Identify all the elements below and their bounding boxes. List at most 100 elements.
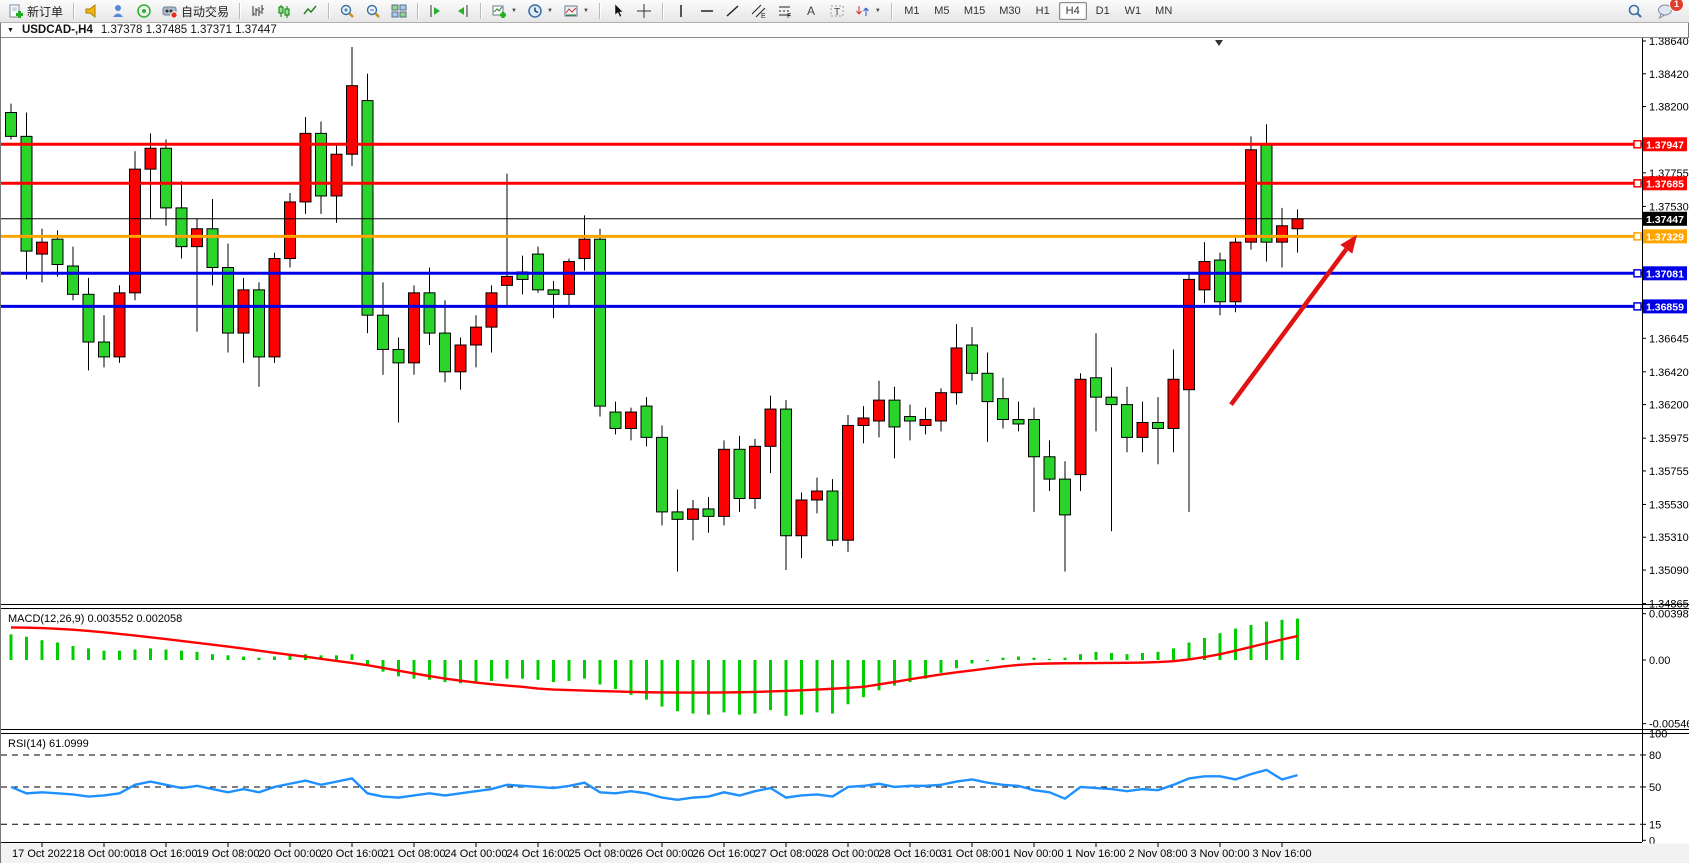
chevron-down-icon: ▼ xyxy=(511,8,517,14)
bar-chart-icon xyxy=(250,3,266,19)
price-chart-canvas[interactable]: 1.386401.384201.382001.377551.375301.366… xyxy=(1,38,1689,863)
svg-text:1.37685: 1.37685 xyxy=(1646,178,1684,190)
timeframe-w1[interactable]: W1 xyxy=(1119,2,1148,20)
line-chart-button[interactable] xyxy=(298,0,322,22)
tile-windows-icon xyxy=(391,3,407,19)
text-label-tool-button[interactable]: T xyxy=(825,0,849,22)
trendline-icon xyxy=(725,3,741,19)
svg-text:20 Oct 00:00: 20 Oct 00:00 xyxy=(259,848,322,860)
separator xyxy=(73,3,74,19)
candlestick-chart-button[interactable] xyxy=(272,0,296,22)
text-icon: A xyxy=(803,3,819,19)
auto-scroll-button[interactable] xyxy=(424,0,448,22)
bar-chart-button[interactable] xyxy=(246,0,270,22)
candlestick-icon xyxy=(276,3,292,19)
horizontal-line-tool-button[interactable] xyxy=(695,0,719,22)
svg-text:15: 15 xyxy=(1649,819,1661,831)
fibonacci-tool-button[interactable]: F xyxy=(773,0,797,22)
svg-text:50: 50 xyxy=(1649,782,1661,794)
svg-text:1 Nov 00:00: 1 Nov 00:00 xyxy=(1004,848,1063,860)
text-tool-button[interactable]: A xyxy=(799,0,823,22)
svg-text:2 Nov 08:00: 2 Nov 08:00 xyxy=(1128,848,1187,860)
timeframe-h4[interactable]: H4 xyxy=(1059,2,1087,20)
timeframe-m15[interactable]: M15 xyxy=(958,2,991,20)
svg-text:18 Oct 00:00: 18 Oct 00:00 xyxy=(73,848,136,860)
separator xyxy=(891,3,892,19)
window-menu-icon[interactable]: ▼ xyxy=(7,27,14,34)
svg-text:E: E xyxy=(761,13,766,19)
chart-shift-button[interactable] xyxy=(450,0,474,22)
svg-text:26 Oct 00:00: 26 Oct 00:00 xyxy=(631,848,694,860)
cursor-icon xyxy=(610,3,626,19)
svg-text:21 Oct 08:00: 21 Oct 08:00 xyxy=(383,848,446,860)
vertical-line-icon xyxy=(673,3,689,19)
zoom-in-button[interactable] xyxy=(335,0,359,22)
new-order-label: 新订单 xyxy=(27,3,63,20)
line-chart-icon xyxy=(302,3,318,19)
svg-text:27 Oct 08:00: 27 Oct 08:00 xyxy=(755,848,818,860)
search-button[interactable] xyxy=(1623,0,1647,22)
chart-titlebar[interactable]: ▼ USDCAD-,H4 1.37378 1.37485 1.37371 1.3… xyxy=(1,23,1688,38)
alerts-button[interactable] xyxy=(80,0,104,22)
timeframe-mn[interactable]: MN xyxy=(1149,2,1178,20)
svg-text:100: 100 xyxy=(1649,729,1667,741)
cursor-tool-button[interactable] xyxy=(606,0,630,22)
svg-text:1.36420: 1.36420 xyxy=(1649,367,1689,379)
metaeditor-button[interactable] xyxy=(106,0,130,22)
new-order-icon xyxy=(8,3,24,19)
svg-text:F: F xyxy=(787,13,791,19)
clock-icon xyxy=(527,3,543,19)
svg-text:80: 80 xyxy=(1649,750,1661,762)
zoom-out-button[interactable] xyxy=(361,0,385,22)
fibonacci-icon: F xyxy=(777,3,793,19)
vertical-line-tool-button[interactable] xyxy=(669,0,693,22)
svg-text:1.36645: 1.36645 xyxy=(1649,333,1689,345)
horn-icon xyxy=(84,3,100,19)
svg-text:1.38200: 1.38200 xyxy=(1649,102,1689,114)
svg-text:1.38640: 1.38640 xyxy=(1649,38,1689,48)
svg-text:31 Oct 08:00: 31 Oct 08:00 xyxy=(941,848,1004,860)
separator xyxy=(239,3,240,19)
chart-title: USDCAD-,H4 xyxy=(22,24,93,36)
templates-button[interactable]: ▼ xyxy=(559,0,593,22)
macd-label: MACD(12,26,9) 0.003552 0.002058 xyxy=(8,613,182,625)
svg-text:1.36200: 1.36200 xyxy=(1649,400,1689,412)
timeframe-m30[interactable]: M30 xyxy=(993,2,1026,20)
signals-button[interactable] xyxy=(132,0,156,22)
svg-text:0.00: 0.00 xyxy=(1649,655,1670,667)
search-icon xyxy=(1627,3,1643,19)
autotrading-button[interactable]: 自动交易 xyxy=(158,0,233,22)
chart-shift-icon xyxy=(454,3,470,19)
chart-ohlc-readout: 1.37378 1.37485 1.37371 1.37447 xyxy=(101,24,277,36)
svg-text:19 Oct 08:00: 19 Oct 08:00 xyxy=(197,848,260,860)
new-order-button[interactable]: 新订单 xyxy=(4,0,67,22)
separator xyxy=(599,3,600,19)
svg-text:1.37329: 1.37329 xyxy=(1646,231,1684,243)
timeframe-m1[interactable]: M1 xyxy=(898,2,926,20)
svg-text:25 Oct 08:00: 25 Oct 08:00 xyxy=(569,848,632,860)
svg-text:3 Nov 16:00: 3 Nov 16:00 xyxy=(1252,848,1311,860)
chat-button[interactable]: 1 xyxy=(1653,0,1679,22)
chevron-down-icon: ▼ xyxy=(875,8,881,14)
svg-text:24 Oct 00:00: 24 Oct 00:00 xyxy=(445,848,508,860)
arrows-tool-button[interactable]: ▼ xyxy=(851,0,885,22)
tile-windows-button[interactable] xyxy=(387,0,411,22)
new-chart-button[interactable]: ▼ xyxy=(487,0,521,22)
timeframe-h1[interactable]: H1 xyxy=(1029,2,1057,20)
crosshair-tool-button[interactable] xyxy=(632,0,656,22)
trendline-tool-button[interactable] xyxy=(721,0,745,22)
timeframe-d1[interactable]: D1 xyxy=(1089,2,1117,20)
svg-text:28 Oct 16:00: 28 Oct 16:00 xyxy=(879,848,942,860)
svg-text:3 Nov 00:00: 3 Nov 00:00 xyxy=(1190,848,1249,860)
timeframe-m5[interactable]: M5 xyxy=(928,2,956,20)
separator xyxy=(417,3,418,19)
signal-icon xyxy=(136,3,152,19)
chart-window: ▼ USDCAD-,H4 1.37378 1.37485 1.37371 1.3… xyxy=(0,23,1689,863)
svg-text:1.35530: 1.35530 xyxy=(1649,499,1689,511)
svg-text:28 Oct 00:00: 28 Oct 00:00 xyxy=(817,848,880,860)
channel-icon: E xyxy=(751,3,767,19)
periods-button[interactable]: ▼ xyxy=(523,0,557,22)
arrows-icon xyxy=(855,3,871,19)
channel-tool-button[interactable]: E xyxy=(747,0,771,22)
svg-text:1.37447: 1.37447 xyxy=(1646,214,1684,226)
